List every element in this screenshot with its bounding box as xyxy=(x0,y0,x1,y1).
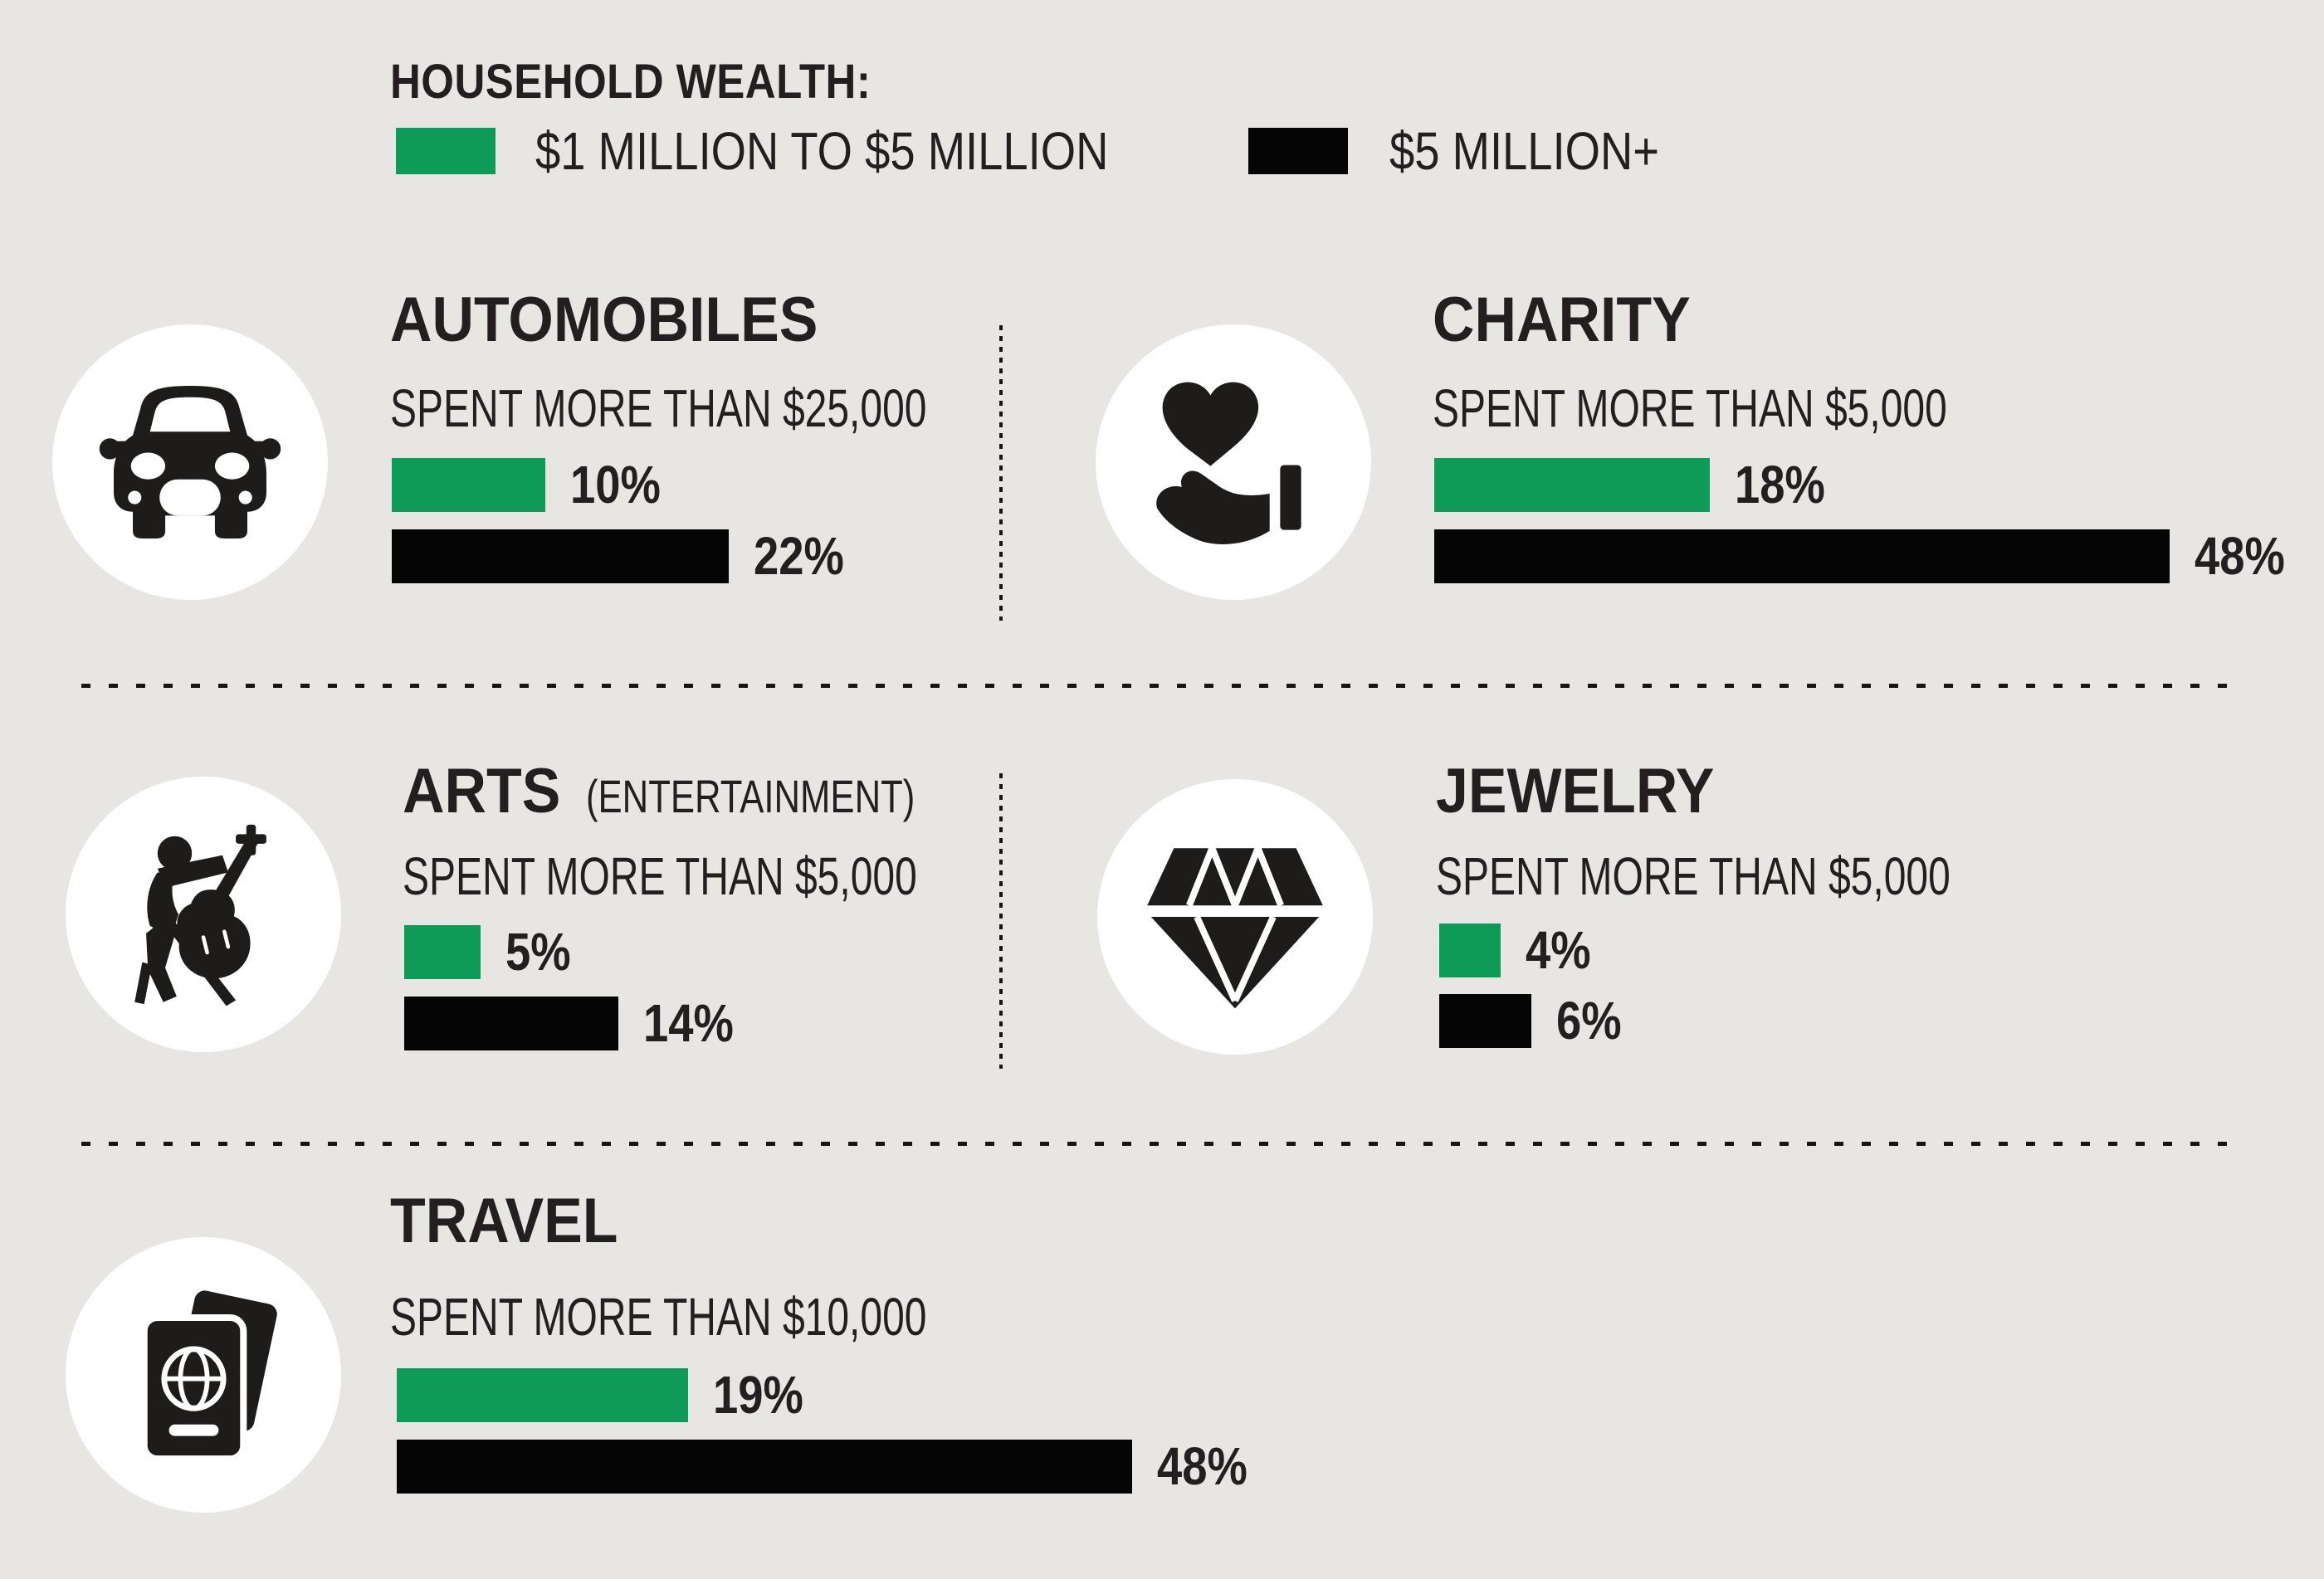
jewelry-bar-row-black: 6% xyxy=(1439,994,1633,1048)
legend-label-green: $1 MILLION TO $5 MILLION xyxy=(535,124,1209,178)
section-title-automobiles: AUTOMOBILES xyxy=(390,289,855,352)
legend-label-black-text: $5 MILLION+ xyxy=(1389,121,1660,181)
automobiles-bar-row-green: 10% xyxy=(392,458,676,512)
section-subtitle-text: SPENT MORE THAN $10,000 xyxy=(390,1287,927,1347)
section-title-text: JEWELRY xyxy=(1436,756,1715,826)
arts-bar-row-green: 5% xyxy=(404,925,583,979)
automobiles-bar-green xyxy=(392,458,545,512)
charity-bar-green xyxy=(1434,458,1710,512)
travel-bar-row-black: 48% xyxy=(397,1440,1263,1494)
section-title-travel: TRAVEL xyxy=(390,1190,637,1253)
travel-bar-row-green: 19% xyxy=(397,1368,819,1422)
section-subtitle-automobiles: SPENT MORE THAN $25,000 xyxy=(390,382,1106,435)
legend-title-text: HOUSEHOLD WEALTH: xyxy=(390,55,872,109)
jewelry-bar-row-green: 4% xyxy=(1439,924,1603,977)
column-divider-top xyxy=(999,325,1003,621)
charity-bar-row-black: 48% xyxy=(1434,529,2301,583)
legend-label-green-text: $1 MILLION TO $5 MILLION xyxy=(535,121,1109,181)
section-subtitle-charity: SPENT MORE THAN $5,000 xyxy=(1433,382,2118,435)
section-title-text: CHARITY xyxy=(1433,285,1691,355)
travel-bar-black xyxy=(397,1440,1132,1494)
row-divider-2 xyxy=(81,1142,2241,1146)
legend-title: HOUSEHOLD WEALTH: xyxy=(390,58,936,106)
automobiles-bar-row-black: 22% xyxy=(392,529,860,583)
charity-bar-row-green: 18% xyxy=(1434,458,1841,512)
column-divider-bottom xyxy=(999,773,1003,1069)
section-title-text: ARTS xyxy=(403,756,561,826)
section-subtitle-arts: SPENT MORE THAN $5,000 xyxy=(403,850,1088,903)
arts-bar-black-value: 14% xyxy=(643,993,734,1053)
section-title-arts: ARTS (ENTERTAINMENT) xyxy=(403,760,1008,823)
automobiles-icon-circle xyxy=(52,324,328,600)
legend-swatch-black xyxy=(1248,128,1348,174)
section-title-suffix: (ENTERTAINMENT) xyxy=(585,770,915,822)
jewelry-bar-green-value: 4% xyxy=(1526,920,1591,980)
section-subtitle-text: SPENT MORE THAN $25,000 xyxy=(390,378,927,438)
travel-bar-green-value: 19% xyxy=(713,1365,803,1425)
jewelry-bar-black-value: 6% xyxy=(1556,991,1622,1050)
section-subtitle-text: SPENT MORE THAN $5,000 xyxy=(1433,378,1947,438)
charity-bar-black-value: 48% xyxy=(2195,526,2285,586)
heart-in-hand-icon xyxy=(1156,382,1307,544)
automobiles-bar-green-value: 10% xyxy=(570,455,661,514)
automobiles-bar-black xyxy=(392,529,729,583)
jewelry-bar-black xyxy=(1439,994,1531,1048)
jewelry-bar-green xyxy=(1439,924,1501,977)
row-divider-1 xyxy=(81,684,2241,688)
passport-icon xyxy=(140,1284,283,1463)
charity-bar-black xyxy=(1434,529,2170,583)
arts-icon-circle xyxy=(66,777,341,1052)
charity-bar-green-value: 18% xyxy=(1735,455,1825,514)
section-subtitle-travel: SPENT MORE THAN $10,000 xyxy=(390,1290,1106,1343)
section-subtitle-text: SPENT MORE THAN $5,000 xyxy=(403,846,917,906)
arts-bar-green-value: 5% xyxy=(505,922,571,982)
section-title-jewelry: JEWELRY xyxy=(1436,760,1739,823)
travel-bar-black-value: 48% xyxy=(1157,1436,1247,1496)
travel-bar-green xyxy=(397,1368,688,1422)
charity-icon-circle xyxy=(1096,324,1371,600)
legend-swatch-green xyxy=(396,128,496,174)
jewelry-icon-circle xyxy=(1097,779,1373,1055)
arts-bar-black xyxy=(404,997,618,1050)
section-title-charity: CHARITY xyxy=(1433,289,1713,352)
arts-bar-green xyxy=(404,925,481,979)
legend-label-black: $5 MILLION+ xyxy=(1389,124,1706,178)
cellist-icon xyxy=(134,824,266,1006)
section-subtitle-jewelry: SPENT MORE THAN $5,000 xyxy=(1436,850,2121,903)
arts-bar-row-black: 14% xyxy=(404,997,749,1050)
travel-icon-circle xyxy=(66,1237,341,1513)
diamond-icon xyxy=(1147,839,1323,1009)
car-front-icon xyxy=(99,386,281,539)
automobiles-bar-black-value: 22% xyxy=(754,526,844,586)
section-subtitle-text: SPENT MORE THAN $5,000 xyxy=(1436,846,1950,906)
section-title-text: TRAVEL xyxy=(390,1186,618,1256)
section-title-text: AUTOMOBILES xyxy=(390,285,818,355)
